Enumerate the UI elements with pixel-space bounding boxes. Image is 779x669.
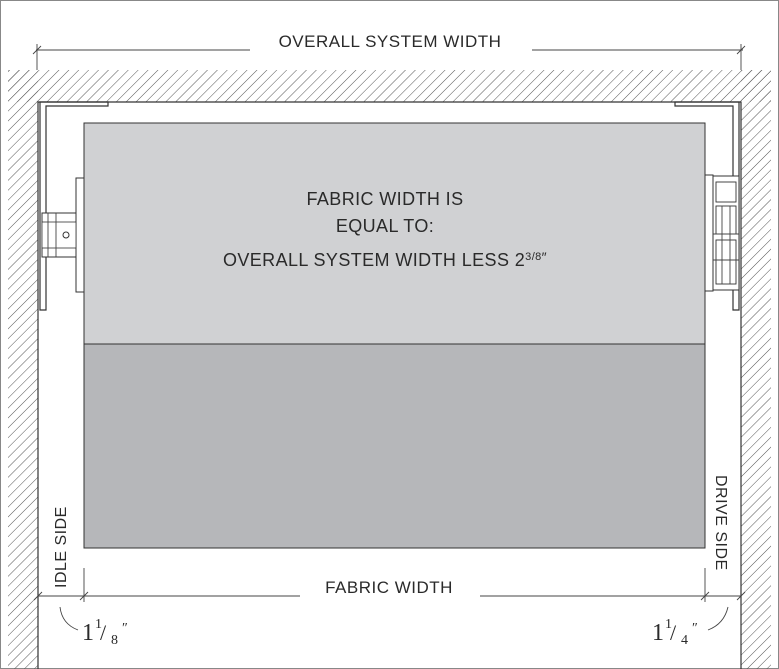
- right-wall: [741, 70, 771, 669]
- left-offset-suffix: ″: [122, 621, 128, 636]
- idle-side-label: IDLE SIDE: [53, 506, 70, 588]
- fabric-bottom-section: [83, 343, 706, 549]
- left-wall: [8, 70, 38, 669]
- overall-width-label: OVERALL SYSTEM WIDTH: [279, 32, 502, 51]
- left-offset-whole: 1: [82, 620, 94, 646]
- fabric-width-note: FABRIC WIDTH IS EQUAL TO: OVERALL SYSTEM…: [223, 189, 547, 270]
- note-line-3-fraction: 3/8: [525, 251, 542, 263]
- fabric-panel: [83, 122, 706, 549]
- note-line-3: OVERALL SYSTEM WIDTH LESS 23/8″: [223, 249, 547, 270]
- top-wall: [8, 70, 771, 102]
- left-offset-callout: 1 1 / 8 ″: [59, 606, 128, 648]
- left-offset-numerator: 1: [95, 617, 102, 632]
- left-offset-denominator: 8: [111, 633, 118, 648]
- wall-hatching: [8, 70, 771, 669]
- fabric-top-section: [83, 122, 706, 345]
- note-line-3-main: OVERALL SYSTEM WIDTH LESS 2: [223, 250, 525, 270]
- right-bracket: [674, 101, 740, 311]
- right-offset-suffix: ″: [692, 621, 698, 636]
- right-offset-callout: 1 1 / 4 ″: [652, 606, 729, 648]
- note-line-1: FABRIC WIDTH IS: [306, 189, 463, 209]
- fabric-width-dimension: FABRIC WIDTH: [33, 568, 746, 602]
- right-offset-denominator: 4: [681, 633, 688, 648]
- note-line-2: EQUAL TO:: [336, 216, 434, 236]
- fabric-width-label: FABRIC WIDTH: [325, 578, 453, 597]
- drive-side-label: DRIVE SIDE: [712, 475, 729, 571]
- drive-end-hardware: [704, 174, 740, 292]
- left-bracket: [39, 101, 109, 311]
- note-line-3-suffix: ″: [542, 249, 547, 265]
- left-offset-slash: /: [100, 620, 107, 645]
- overall-width-dimension: OVERALL SYSTEM WIDTH: [32, 30, 746, 70]
- idle-end-hardware: [41, 177, 85, 293]
- right-offset-numerator: 1: [665, 617, 672, 632]
- right-offset-slash: /: [670, 620, 677, 645]
- right-offset-whole: 1: [652, 620, 664, 646]
